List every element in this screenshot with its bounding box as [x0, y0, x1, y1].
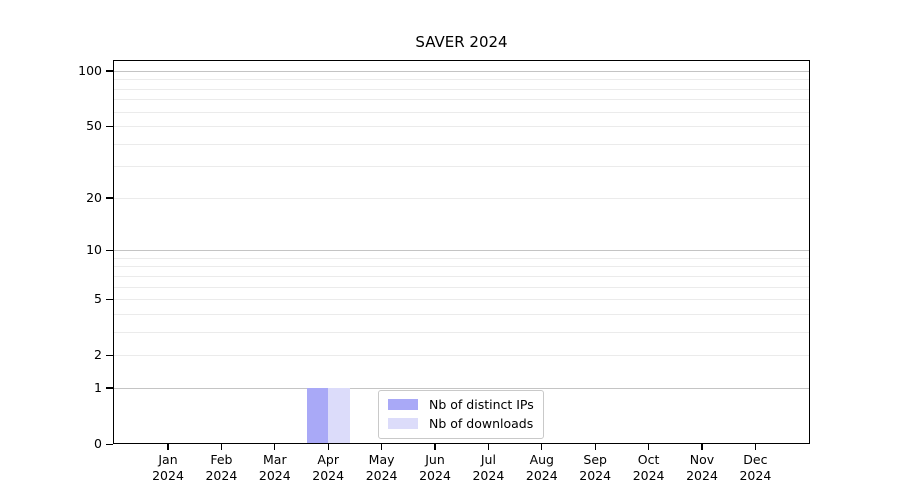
gridline-minor	[114, 99, 809, 101]
y-tick-label: 1	[94, 379, 102, 395]
y-tick-mark	[106, 197, 113, 199]
x-tick-label: Apr 2024	[312, 452, 345, 483]
gridline-minor	[114, 111, 809, 113]
gridline-minor	[114, 331, 809, 333]
gridline-minor	[114, 257, 809, 259]
gridline-minor	[114, 299, 809, 301]
x-tick-label: Oct 2024	[632, 452, 665, 483]
x-tick-label: Mar 2024	[258, 452, 291, 483]
x-tick-mark	[167, 444, 169, 450]
y-tick-mark	[106, 354, 113, 356]
bar-nb-of-downloads-apr	[328, 387, 350, 444]
y-tick-label: 50	[86, 118, 102, 134]
x-tick-label: Jul 2024	[472, 452, 505, 483]
plot-spine-left	[113, 60, 115, 444]
x-tick-mark	[487, 444, 490, 450]
gridline-minor	[114, 166, 809, 168]
gridline-minor	[114, 275, 809, 277]
gridline-major	[114, 387, 809, 389]
gridline-major	[114, 250, 809, 252]
legend-label-downloads: Nb of downloads	[429, 416, 534, 431]
x-tick-label: Jun 2024	[419, 452, 451, 483]
legend-label-distinct-ips: Nb of distinct IPs	[429, 397, 534, 412]
gridline-minor	[114, 79, 809, 81]
y-tick-label: 5	[94, 291, 102, 307]
gridline-minor	[114, 143, 809, 145]
plot-area	[113, 60, 810, 444]
x-tick-label: Feb 2024	[205, 452, 238, 483]
plot-spine-bottom	[113, 442, 810, 444]
x-tick-label: Nov 2024	[686, 452, 718, 483]
x-tick-mark	[220, 444, 223, 450]
y-tick-mark	[106, 249, 113, 251]
x-tick-mark	[754, 444, 757, 450]
legend-swatch-downloads	[388, 418, 418, 429]
plot-spine-right	[808, 60, 810, 444]
x-tick-mark	[327, 444, 329, 450]
y-tick-mark	[106, 298, 113, 300]
y-tick-mark	[106, 443, 113, 445]
y-tick-label: 2	[94, 347, 102, 363]
gridline-minor	[114, 286, 809, 288]
x-tick-mark	[434, 444, 436, 450]
plot-spine-top	[113, 60, 810, 62]
x-tick-mark	[594, 444, 596, 450]
bar-nb-of-distinct-ips-apr	[306, 387, 329, 444]
y-tick-mark	[106, 387, 113, 389]
gridline-minor	[114, 197, 809, 199]
gridline-major	[114, 70, 809, 72]
x-tick-label: Sep 2024	[579, 452, 612, 483]
x-tick-mark	[274, 444, 276, 450]
gridline-minor	[114, 126, 809, 128]
y-tick-label: 10	[86, 242, 102, 258]
gridline-minor	[114, 313, 809, 315]
legend-swatch-distinct-ips	[388, 399, 418, 410]
legend-item-distinct-ips: Nb of distinct IPs	[388, 395, 534, 414]
gridline-minor	[114, 355, 809, 357]
y-tick-label: 100	[78, 62, 102, 78]
y-tick-mark	[106, 125, 113, 127]
x-tick-label: May 2024	[365, 452, 398, 483]
y-tick-label: 0	[94, 436, 102, 451]
legend-item-downloads: Nb of downloads	[388, 414, 534, 433]
x-tick-label: Jan 2024	[152, 452, 184, 483]
x-tick-mark	[648, 444, 650, 450]
x-tick-label: Aug 2024	[525, 452, 558, 483]
y-tick-label: 20	[86, 189, 102, 205]
x-tick-mark	[541, 444, 543, 450]
x-tick-mark	[381, 444, 383, 450]
chart-title: SAVER 2024	[415, 33, 508, 51]
gridline-minor	[114, 266, 809, 268]
x-tick-label: Dec 2024	[739, 452, 772, 483]
legend: Nb of distinct IPs Nb of downloads	[378, 390, 544, 439]
x-tick-mark	[701, 444, 703, 450]
y-tick-mark	[106, 70, 113, 72]
gridline-minor	[114, 88, 809, 90]
